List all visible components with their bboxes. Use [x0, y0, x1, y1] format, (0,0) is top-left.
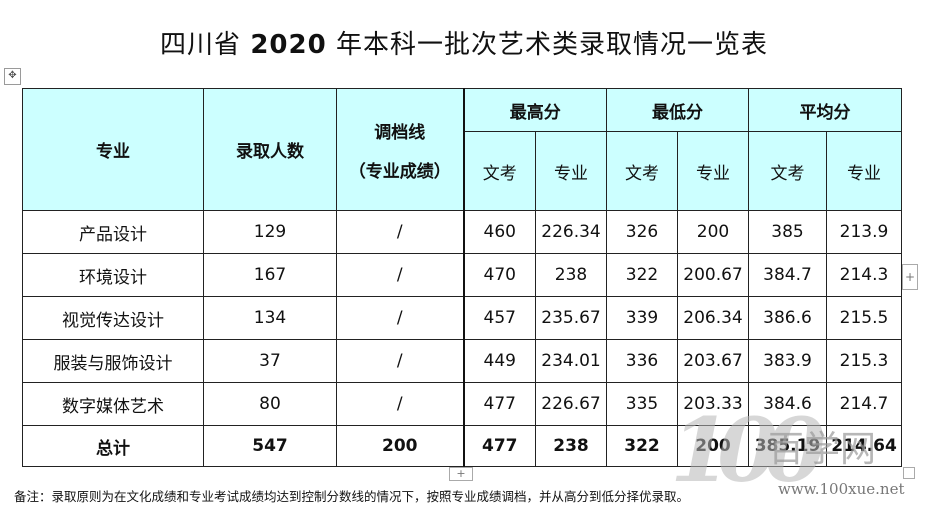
page-title: 四川省 2020 年本科一批次艺术类录取情况一览表: [0, 28, 928, 62]
cell-min-zhuanye: 203.33: [677, 382, 749, 426]
cell-major: 环境设计: [22, 253, 204, 297]
cell-avg-zhuanye: 215.5: [826, 296, 902, 340]
cell-major: 总计: [22, 425, 204, 467]
cell-count: 134: [203, 296, 337, 340]
header-min: 最低分: [606, 88, 749, 132]
header-admitted: 录取人数: [203, 88, 337, 211]
cell-avg-wenkao: 384.7: [748, 253, 827, 297]
header-min-wenkao: 文考: [606, 131, 678, 211]
header-max-zhuanye: 专业: [535, 131, 607, 211]
cell-max-zhuanye: 234.01: [535, 339, 607, 383]
cell-avg-zhuanye: 214.7: [826, 382, 902, 426]
cell-max-zhuanye: 238: [535, 425, 607, 467]
cell-max-wenkao: 449: [462, 339, 536, 383]
add-column-plus-icon[interactable]: +: [449, 467, 473, 481]
cell-max-zhuanye: 226.67: [535, 382, 607, 426]
cell-major: 产品设计: [22, 210, 204, 254]
cell-avg-wenkao: 383.9: [748, 339, 827, 383]
cell-min-wenkao: 326: [606, 210, 678, 254]
title-year: 2020: [250, 30, 327, 60]
header-min-zhuanye: 专业: [677, 131, 749, 211]
cell-min-zhuanye: 200.67: [677, 253, 749, 297]
footnote: 备注：录取原则为在文化成绩和专业考试成绩均达到控制分数线的情况下，按照专业成绩调…: [14, 489, 690, 504]
move-arrows-icon[interactable]: ✥: [4, 68, 21, 85]
cell-avg-wenkao: 385.19: [748, 425, 827, 467]
cell-count: 167: [203, 253, 337, 297]
header-avg-zhuanye: 专业: [826, 131, 902, 211]
cell-max-wenkao: 470: [462, 253, 536, 297]
cell-cutoff: /: [336, 253, 464, 297]
add-row-plus-icon[interactable]: +: [902, 264, 918, 290]
cell-count: 129: [203, 210, 337, 254]
cell-max-zhuanye: 238: [535, 253, 607, 297]
cell-min-wenkao: 336: [606, 339, 678, 383]
cell-avg-wenkao: 386.6: [748, 296, 827, 340]
table-resize-handle[interactable]: [903, 467, 915, 479]
cell-min-wenkao: 322: [606, 253, 678, 297]
watermark-url: www.100xue.net: [778, 480, 905, 498]
cell-avg-zhuanye: 214.64: [826, 425, 902, 467]
cell-max-wenkao: 477: [462, 425, 536, 467]
table-row: 数字媒体艺术 80 / 477 226.67 335 203.33 384.6 …: [22, 382, 902, 426]
cell-avg-zhuanye: 214.3: [826, 253, 902, 297]
cell-min-wenkao: 339: [606, 296, 678, 340]
admission-table: 专业 录取人数 调档线 （专业成绩） 最高分 最低分 平均分 文考 专业 文考 专…: [22, 88, 902, 467]
cell-avg-zhuanye: 213.9: [826, 210, 902, 254]
cell-cutoff: /: [336, 296, 464, 340]
cell-max-zhuanye: 226.34: [535, 210, 607, 254]
table-row: 服装与服饰设计 37 / 449 234.01 336 203.67 383.9…: [22, 339, 902, 383]
title-prefix: 四川省: [160, 30, 251, 60]
table-row: 环境设计 167 / 470 238 322 200.67 384.7 214.…: [22, 253, 902, 297]
header-avg: 平均分: [748, 88, 902, 132]
cell-max-zhuanye: 235.67: [535, 296, 607, 340]
cell-min-zhuanye: 200: [677, 425, 749, 467]
cell-min-zhuanye: 203.67: [677, 339, 749, 383]
header-avg-wenkao: 文考: [748, 131, 827, 211]
cell-max-wenkao: 460: [462, 210, 536, 254]
cell-avg-zhuanye: 215.3: [826, 339, 902, 383]
table-row: 产品设计 129 / 460 226.34 326 200 385 213.9: [22, 210, 902, 254]
cell-cutoff: /: [336, 339, 464, 383]
cell-min-wenkao: 335: [606, 382, 678, 426]
table-row: 视觉传达设计 134 / 457 235.67 339 206.34 386.6…: [22, 296, 902, 340]
watermark-text: 百学网: [768, 429, 877, 470]
cell-count: 547: [203, 425, 337, 467]
cell-cutoff: /: [336, 210, 464, 254]
title-suffix: 年本科一批次艺术类录取情况一览表: [326, 30, 768, 60]
header-max: 最高分: [462, 88, 607, 132]
cell-cutoff: 200: [336, 425, 464, 467]
cell-min-zhuanye: 206.34: [677, 296, 749, 340]
cell-max-wenkao: 457: [462, 296, 536, 340]
header-cutoff-line2: （专业成绩）: [348, 161, 451, 182]
cell-major: 数字媒体艺术: [22, 382, 204, 426]
header-cutoff-line1: 调档线: [374, 122, 426, 143]
watermark-number: 100: [670, 398, 826, 502]
cell-major: 视觉传达设计: [22, 296, 204, 340]
header-major: 专业: [22, 88, 204, 211]
cell-count: 80: [203, 382, 337, 426]
table-row-total: 总计 547 200 477 238 322 200 385.19 214.64: [22, 425, 902, 467]
cell-cutoff: /: [336, 382, 464, 426]
cell-major: 服装与服饰设计: [22, 339, 204, 383]
header-max-wenkao: 文考: [462, 131, 536, 211]
cell-max-wenkao: 477: [462, 382, 536, 426]
header-cutoff: 调档线 （专业成绩）: [336, 88, 464, 211]
cell-avg-wenkao: 385: [748, 210, 827, 254]
cell-min-zhuanye: 200: [677, 210, 749, 254]
cell-min-wenkao: 322: [606, 425, 678, 467]
cell-count: 37: [203, 339, 337, 383]
